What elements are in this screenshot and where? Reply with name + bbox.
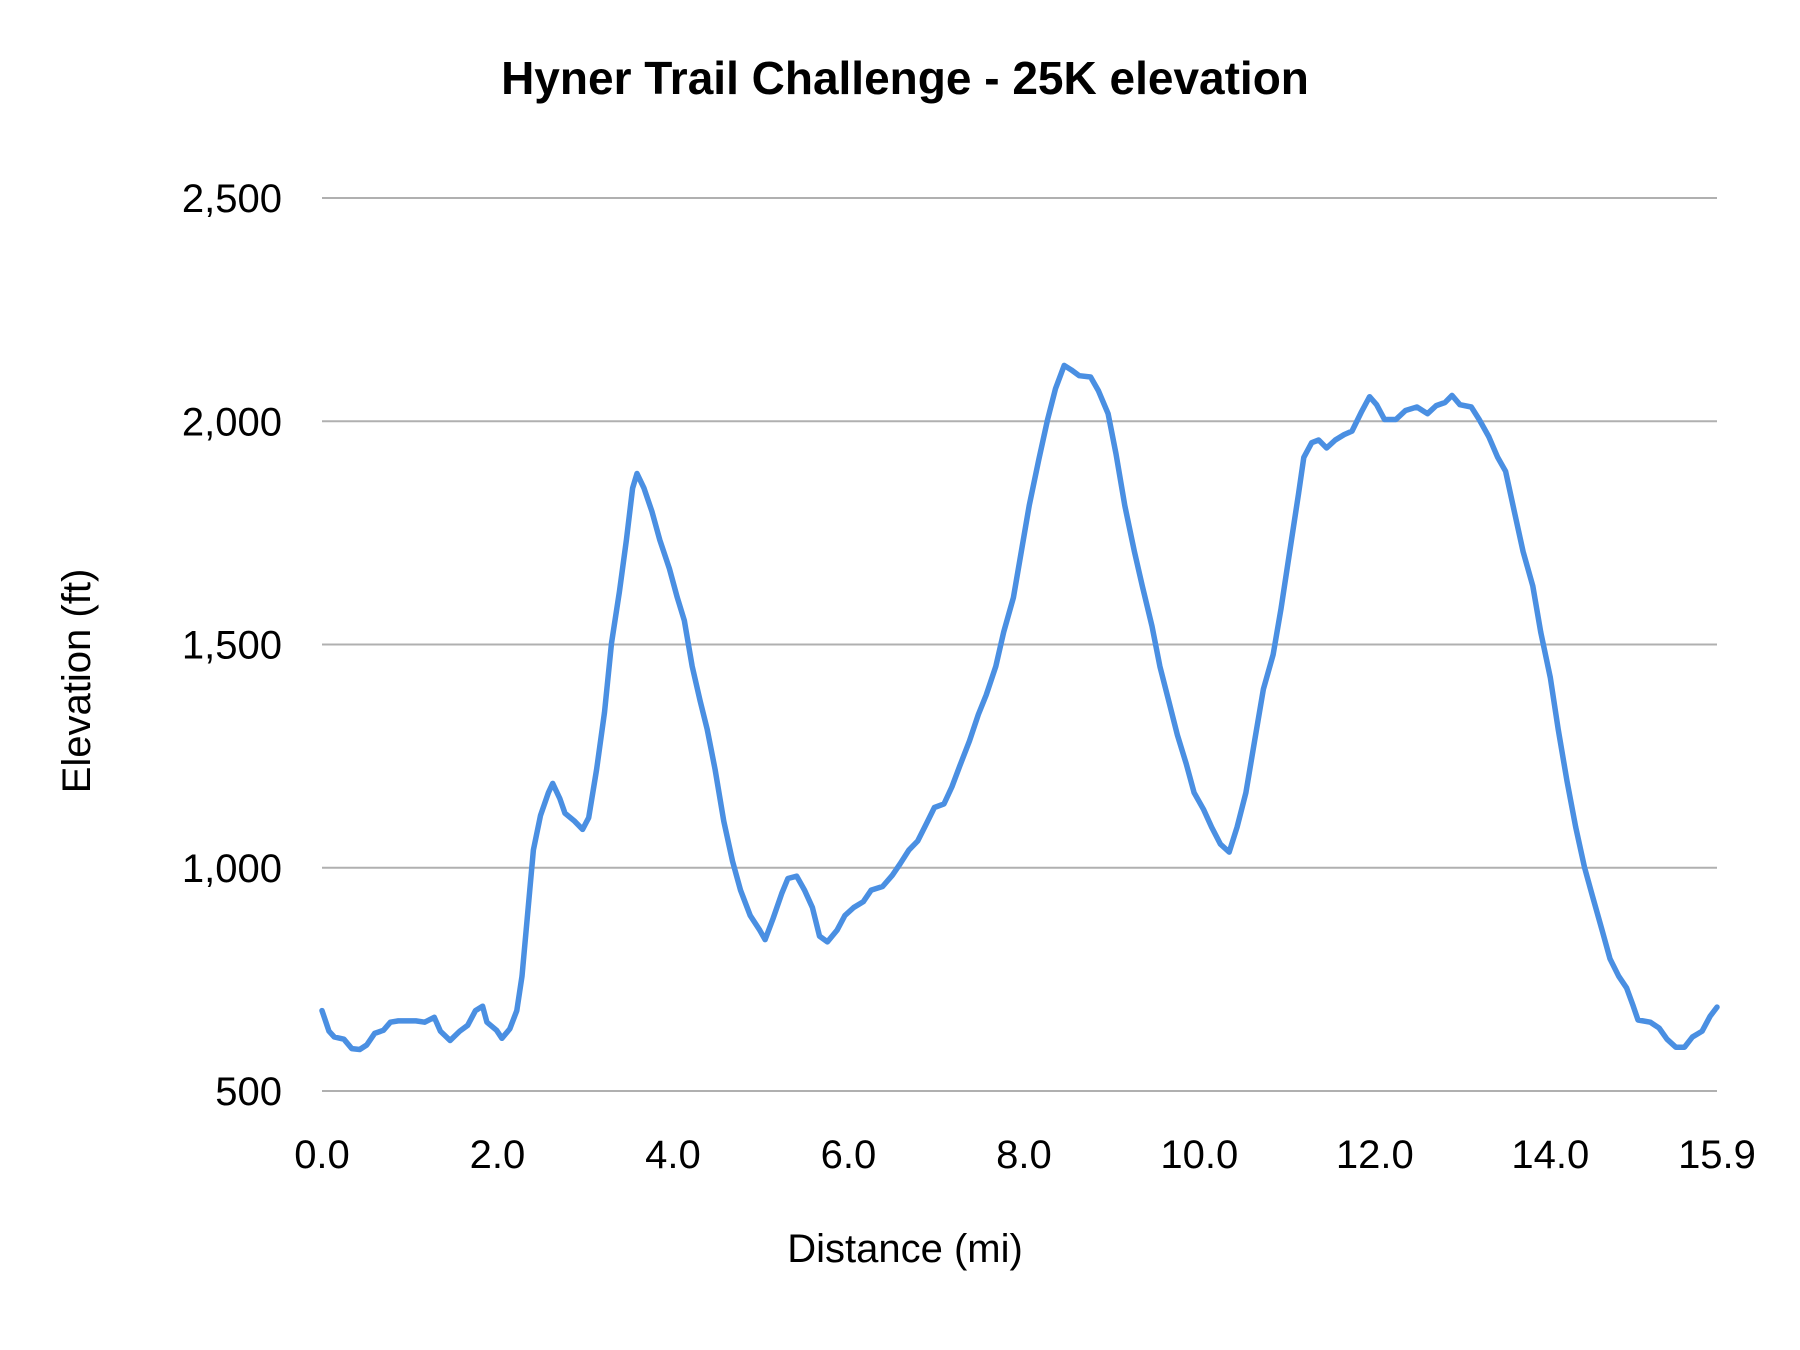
x-tick-labels: 0.0 2.0 4.0 6.0 8.0 10.0 12.0 14.0 15.9 — [294, 1133, 1756, 1177]
x-tick-label: 14.0 — [1511, 1133, 1589, 1177]
x-tick-label: 10.0 — [1160, 1133, 1238, 1177]
y-tick-labels: 500 1,000 1,500 2,000 2,500 — [182, 177, 282, 1114]
y-tick-label: 1,000 — [182, 847, 282, 891]
x-tick-label: 4.0 — [645, 1133, 701, 1177]
elevation-line — [319, 362, 1720, 1053]
chart-title: Hyner Trail Challenge - 25K elevation — [501, 52, 1309, 104]
x-tick-label: 15.9 — [1678, 1133, 1756, 1177]
y-tick-label: 2,500 — [182, 177, 282, 221]
x-tick-label: 2.0 — [470, 1133, 526, 1177]
x-tick-label: 0.0 — [294, 1133, 350, 1177]
x-axis-label: Distance (mi) — [787, 1227, 1023, 1271]
x-tick-label: 8.0 — [996, 1133, 1052, 1177]
x-tick-label: 6.0 — [821, 1133, 877, 1177]
y-tick-label: 2,000 — [182, 400, 282, 444]
y-tick-label: 500 — [215, 1070, 282, 1114]
gridlines — [322, 197, 1717, 1092]
y-tick-label: 1,500 — [182, 624, 282, 668]
y-axis-label: Elevation (ft) — [55, 569, 99, 794]
x-tick-label: 12.0 — [1336, 1133, 1414, 1177]
